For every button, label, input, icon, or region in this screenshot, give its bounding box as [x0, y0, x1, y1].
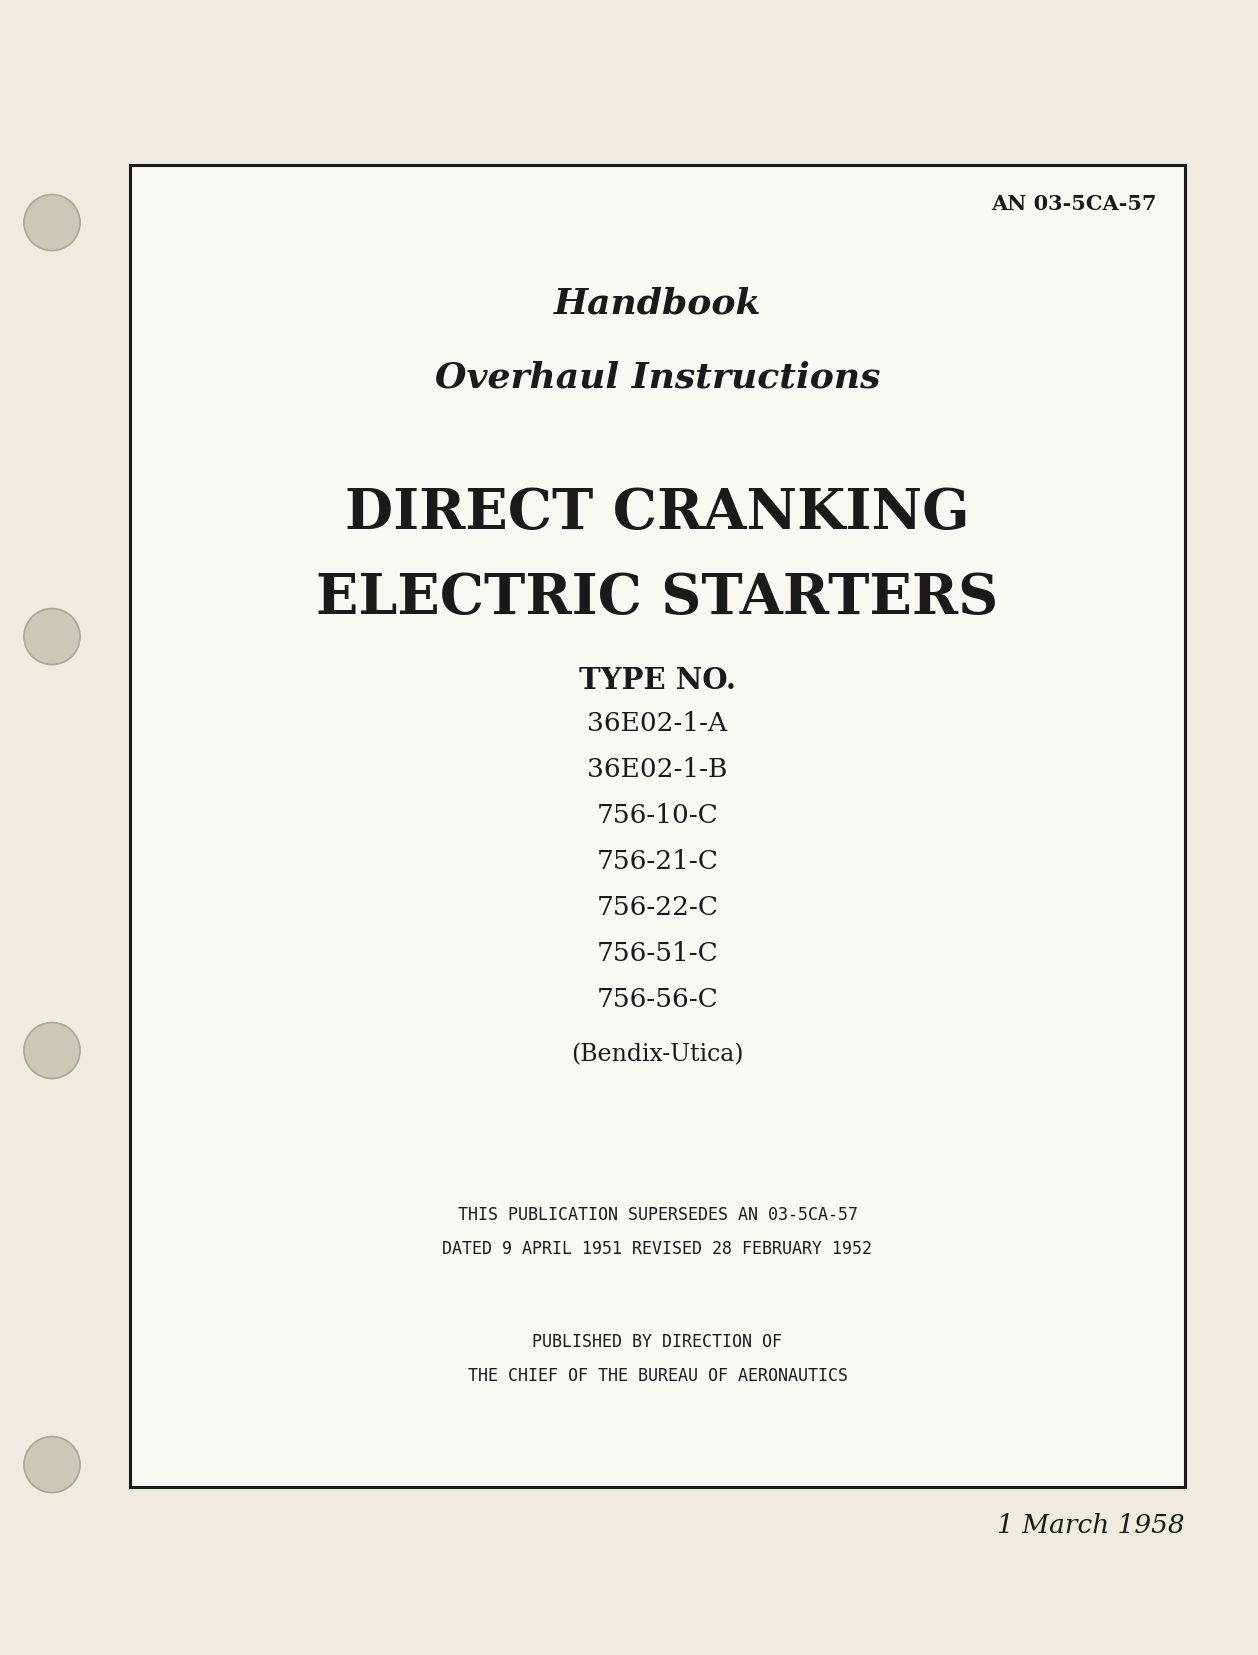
Text: DIRECT CRANKING: DIRECT CRANKING	[345, 485, 970, 541]
Bar	[130, 166, 1185, 1488]
Text: 1 March 1958: 1 March 1958	[998, 1513, 1185, 1537]
Text: 756-21-C: 756-21-C	[596, 849, 718, 874]
Circle shape	[24, 1023, 81, 1079]
Text: THIS PUBLICATION SUPERSEDES AN 03-5CA-57: THIS PUBLICATION SUPERSEDES AN 03-5CA-57	[458, 1205, 858, 1223]
Text: TYPE NO.: TYPE NO.	[579, 665, 736, 695]
Text: THE CHIEF OF THE BUREAU OF AERONAUTICS: THE CHIEF OF THE BUREAU OF AERONAUTICS	[468, 1365, 848, 1384]
Text: ELECTRIC STARTERS: ELECTRIC STARTERS	[316, 571, 999, 626]
Text: 756-51-C: 756-51-C	[596, 940, 718, 965]
Text: 756-10-C: 756-10-C	[596, 803, 718, 828]
Text: 756-56-C: 756-56-C	[596, 986, 718, 1011]
Text: DATED 9 APRIL 1951 REVISED 28 FEBRUARY 1952: DATED 9 APRIL 1951 REVISED 28 FEBRUARY 1…	[443, 1240, 873, 1258]
Circle shape	[24, 609, 81, 665]
Text: 36E02-1-A: 36E02-1-A	[587, 710, 727, 735]
Circle shape	[24, 1437, 81, 1493]
Text: PUBLISHED BY DIRECTION OF: PUBLISHED BY DIRECTION OF	[532, 1332, 782, 1350]
Circle shape	[24, 195, 81, 252]
Text: Handbook: Handbook	[554, 286, 761, 319]
Text: AN 03-5CA-57: AN 03-5CA-57	[991, 194, 1157, 213]
Text: Overhaul Instructions: Overhaul Instructions	[435, 361, 881, 396]
Text: 756-22-C: 756-22-C	[596, 894, 718, 920]
Text: (Bendix-Utica): (Bendix-Utica)	[571, 1043, 743, 1066]
Text: 36E02-1-B: 36E02-1-B	[587, 756, 727, 781]
